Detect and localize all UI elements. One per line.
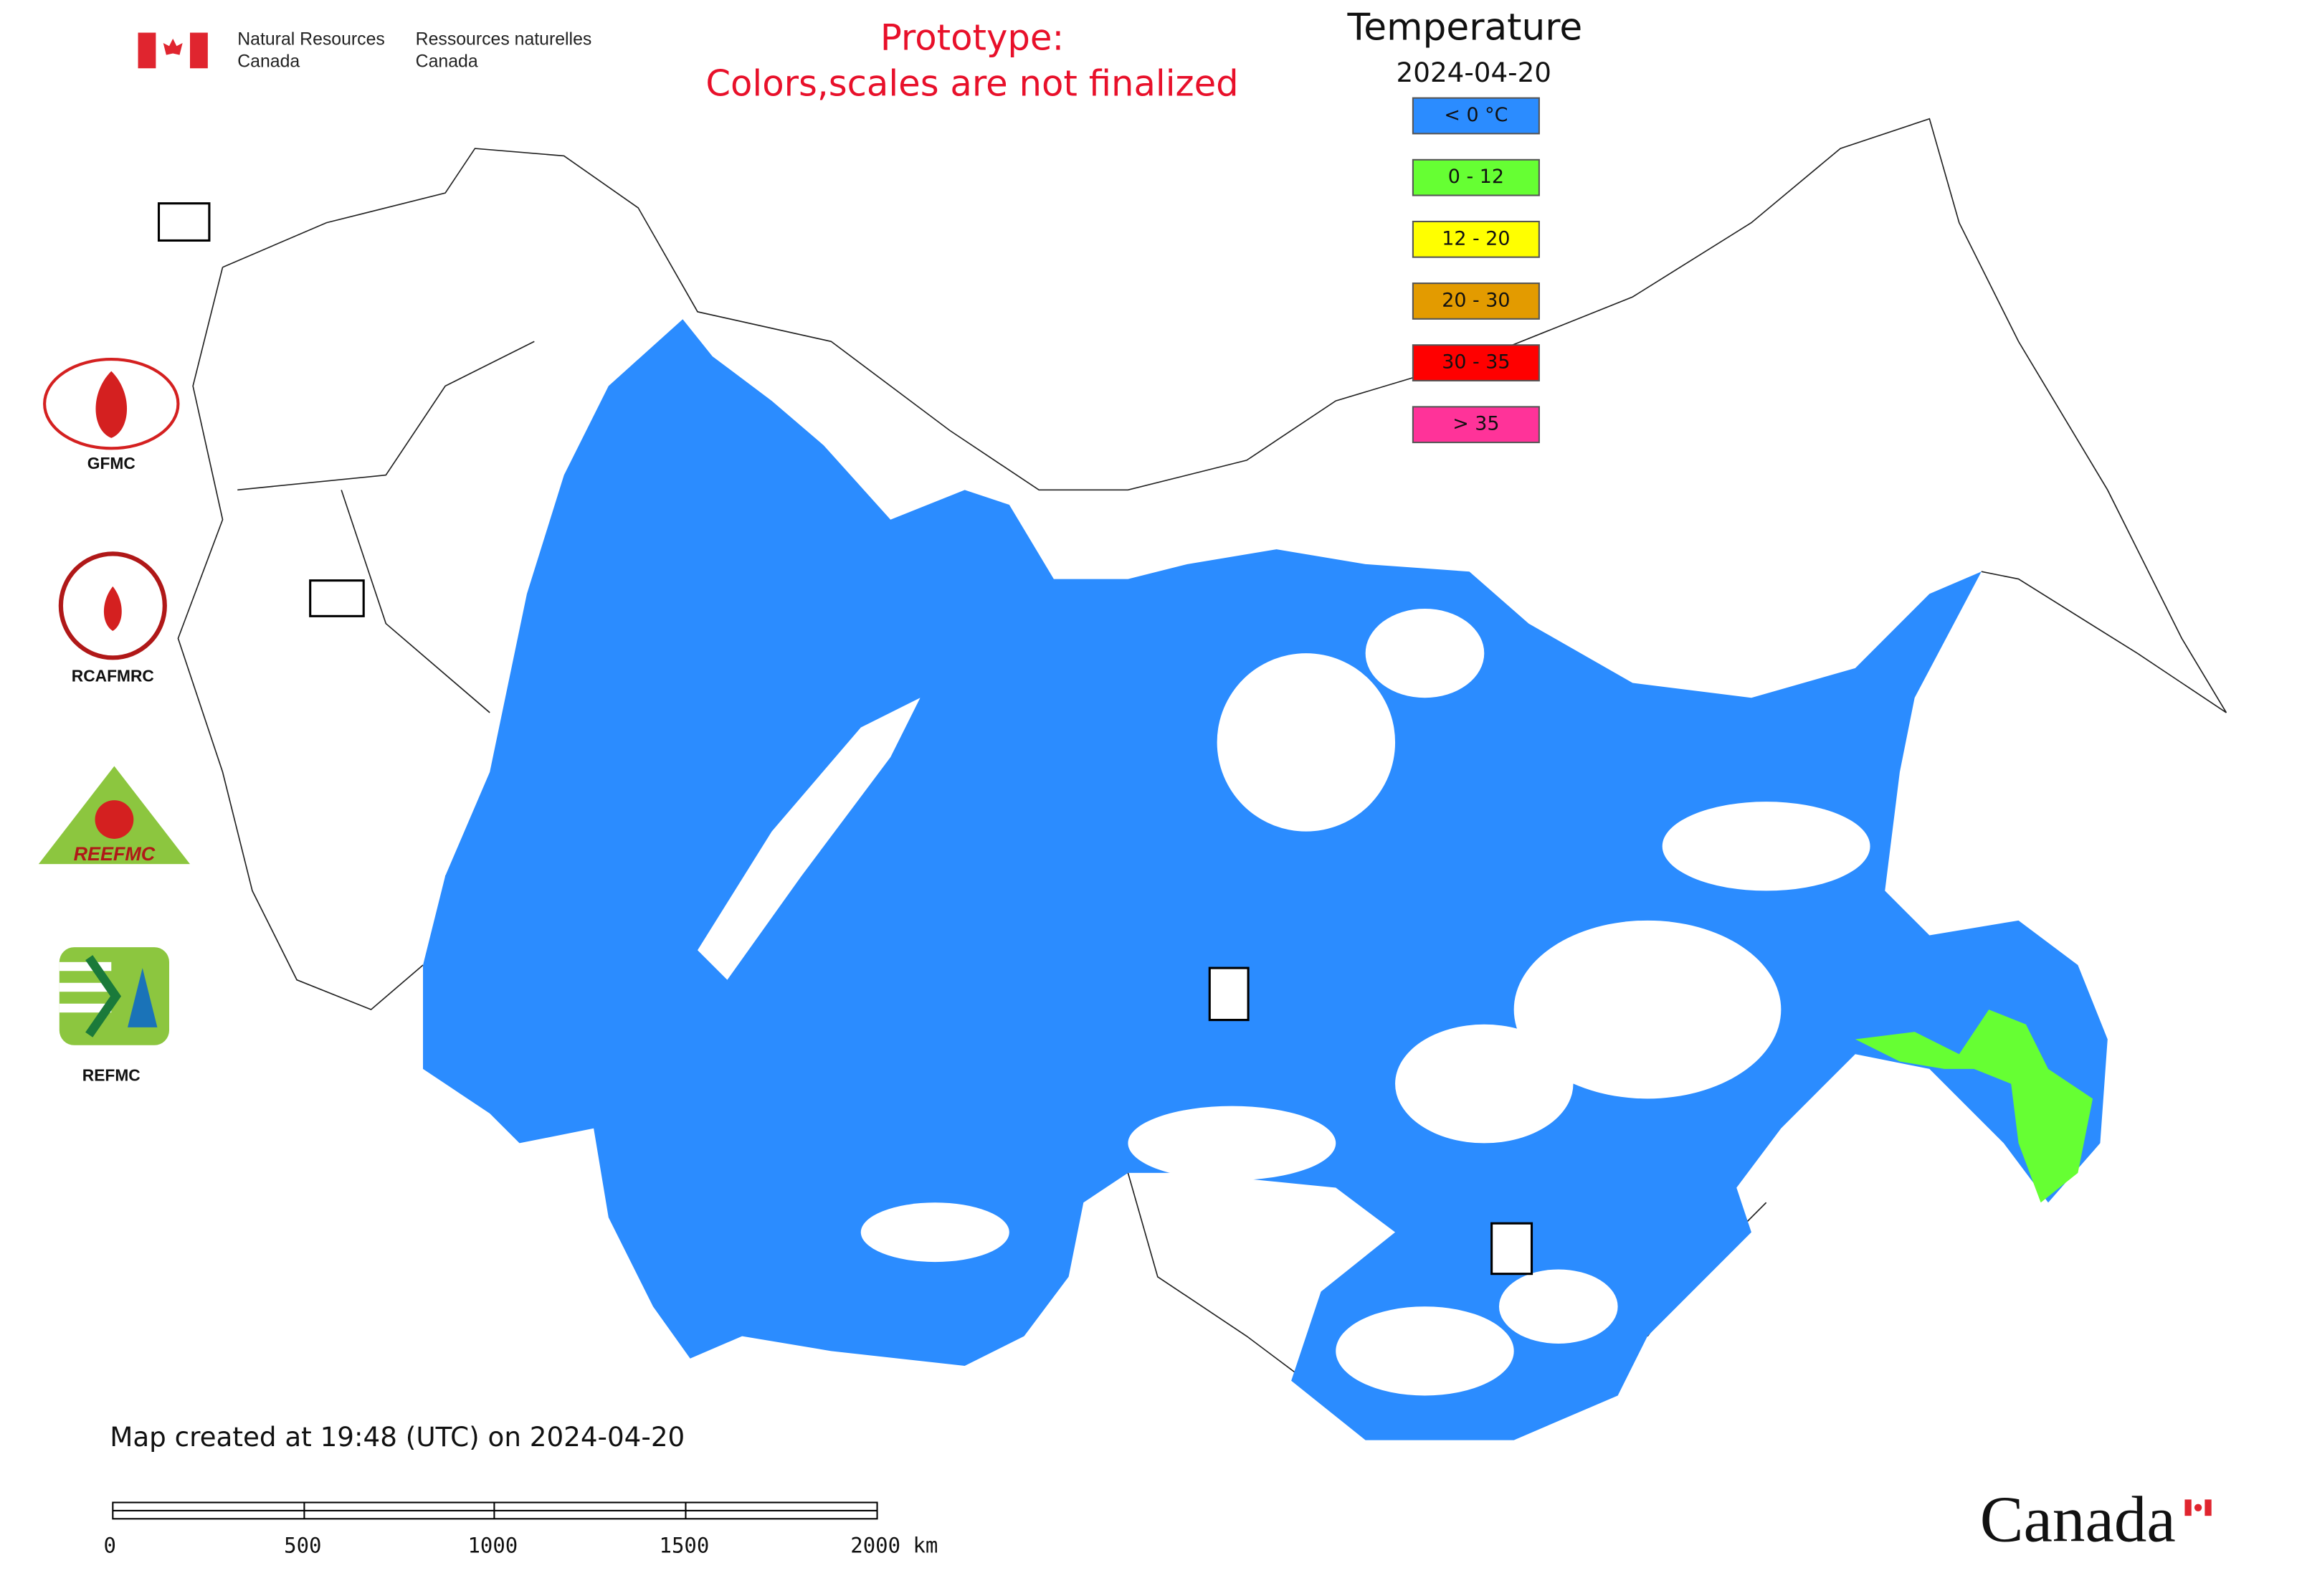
canada-wordmark: Canada <box>1980 1483 2176 1556</box>
mild-region <box>1855 1010 2093 1203</box>
notice: Prototype: <box>880 16 1064 58</box>
legend-label: 12 - 20 <box>1442 227 1510 250</box>
legend: < 0 °C 0 - 12 12 - 20 20 - 30 30 - 35 > 35 <box>1412 97 1540 444</box>
department-fr: Ressources naturelles <box>416 29 592 49</box>
refmc-logo <box>59 947 170 1045</box>
legend-swatch <box>1412 406 1540 444</box>
logo-text: REEFMC <box>74 843 156 865</box>
canada-flag <box>138 32 208 69</box>
scale-bar <box>112 1501 878 1520</box>
legend-swatch <box>1412 220 1540 258</box>
reefmc-logo <box>38 766 190 865</box>
logo-label: RCAFMRC <box>72 666 154 685</box>
rcafmrc-logo <box>58 551 167 660</box>
legend-label: 20 - 30 <box>1442 289 1510 311</box>
scale-label: 0 <box>103 1534 115 1558</box>
legend-swatch <box>1412 158 1540 196</box>
department-en: Natural Resources <box>237 29 385 49</box>
scale-label: 2000 km <box>850 1534 938 1558</box>
legend-swatch <box>1412 282 1540 320</box>
notice: Colors,scales are not finalized <box>705 63 1238 105</box>
logo-label: REFMC <box>82 1065 141 1084</box>
department-fr: Canada <box>416 52 478 72</box>
map-caption: Map created at 19:48 (UTC) on 2024-04-20 <box>110 1421 685 1453</box>
logo-label: GFMC <box>87 454 135 472</box>
scale-label: 1000 <box>467 1534 518 1558</box>
legend-label: 30 - 35 <box>1442 351 1510 374</box>
department-en: Canada <box>237 52 300 72</box>
station-markers <box>157 202 1533 1276</box>
legend-swatch <box>1412 97 1540 135</box>
wordmark-flag <box>2184 1499 2212 1516</box>
legend-date: 2024-04-20 <box>1397 57 1551 88</box>
legend-title: Temperature <box>1346 6 1582 49</box>
cold-region <box>423 319 2108 1440</box>
legend-label: > 35 <box>1452 413 1499 435</box>
uncovered-areas <box>698 608 1870 1396</box>
scale-label: 500 <box>284 1534 321 1558</box>
legend-swatch <box>1412 344 1540 381</box>
legend-label: 0 - 12 <box>1448 166 1504 188</box>
scale-label: 1500 <box>660 1534 710 1558</box>
gfmc-logo <box>43 358 180 450</box>
legend-label: < 0 °C <box>1444 104 1508 126</box>
